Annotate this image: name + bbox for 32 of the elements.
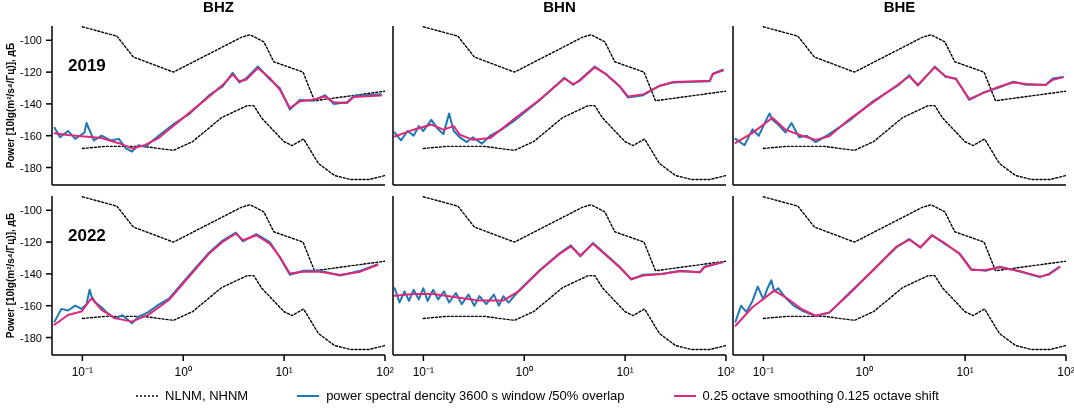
x-tick-label: 10⁻¹ [752, 364, 775, 379]
y-tick-label: -120 [19, 236, 42, 249]
x-tick-label: 10¹ [956, 364, 974, 379]
y-tick-label: -140 [19, 97, 42, 110]
legend-label: power spectral dencity 3600 s window /50% overlap [326, 388, 625, 403]
y-tick-label: -100 [19, 34, 42, 47]
x-tick-label: 10⁰ [855, 364, 873, 379]
y-tick-label: -160 [19, 299, 42, 312]
chart-title: BHE [882, 0, 917, 15]
x-tick-label: 10⁻¹ [412, 364, 435, 379]
y-tick-label: -100 [19, 204, 42, 217]
chart-title: BHZ [202, 0, 235, 15]
y-tick-label: -140 [19, 267, 42, 280]
legend-label: 0.25 octave smoothing 0.125 octave shift [702, 388, 939, 403]
annotation: 2022 [68, 226, 106, 246]
x-tick-label: 10¹ [616, 364, 634, 379]
legend-label: NLNM, NHNM [165, 388, 249, 403]
x-tick-label: 10² [1057, 364, 1074, 379]
x-tick-label: 10⁰ [174, 364, 192, 379]
y-tick-label: -160 [19, 129, 42, 142]
x-tick-label: 10² [717, 364, 735, 379]
y-tick-label: -180 [19, 161, 42, 174]
annotation: 2019 [68, 56, 106, 76]
y-tick-label: -180 [19, 331, 42, 344]
x-tick-label: 10⁰ [515, 364, 533, 379]
x-tick-label: 10¹ [275, 364, 293, 379]
y-axis-title: Power [10lg(m²/s⁴/Гц)], дБ [4, 42, 16, 169]
chart-title: BHN [542, 0, 577, 15]
x-tick-label: 10² [376, 364, 394, 379]
y-axis-title: Power [10lg(m²/s⁴/Гц)], дБ [4, 212, 16, 339]
x-tick-label: 10⁻¹ [71, 364, 94, 379]
y-tick-label: -120 [19, 66, 42, 79]
